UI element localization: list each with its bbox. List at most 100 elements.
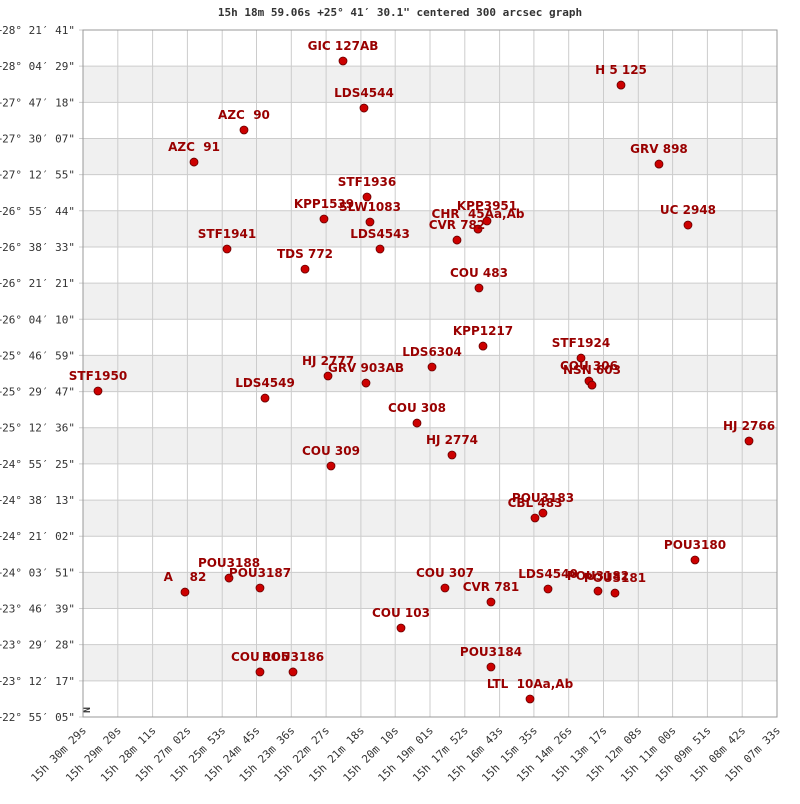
star-label: LTL 10Aa,Ab [487,677,574,691]
star-label: GIC 127AB [308,39,379,53]
chart-title: 15h 18m 59.06s +25° 41′ 30.1" centered 3… [218,6,582,19]
star-label: POU3183 [512,491,574,505]
star-point [180,587,190,597]
y-tick-label: +25° 12′ 36" [0,422,75,435]
y-tick-label: +24° 21′ 02" [0,530,75,543]
compass-label: N [82,707,93,713]
star-point [440,583,450,593]
star-label: LDS4543 [350,227,410,241]
star-point [239,125,249,135]
star-point [683,220,693,230]
star-point [538,508,548,518]
y-tick-label: +24° 03′ 51" [0,566,75,579]
star-point [690,555,700,565]
star-label: KPP1217 [453,324,513,338]
star-label: COU 306 [560,359,618,373]
star-point [412,418,422,428]
star-point [255,583,265,593]
y-tick-label: +26° 55′ 44" [0,205,75,218]
star-point [543,584,553,594]
star-point [255,667,265,677]
star-label: LDS4540 [518,567,578,581]
star-label: LDS6304 [402,345,462,359]
star-label: POU3187 [229,566,291,580]
star-point [224,573,234,583]
y-tick-label: +28° 21′ 41" [0,24,75,37]
y-tick-label: +22° 55′ 05" [0,711,75,724]
star-point [744,436,754,446]
y-tick-label: +26° 21′ 21" [0,277,75,290]
star-label: CHR 45Aa,Ab [432,207,525,221]
star-label: STF1924 [552,336,610,350]
star-label: TDS 772 [277,247,333,261]
star-point [189,157,199,167]
star-point [361,378,371,388]
y-tick-label: +26° 38′ 33" [0,241,75,254]
star-point [452,235,462,245]
star-label: COU 105 [231,650,289,664]
y-tick-label: +23° 46′ 39" [0,603,75,616]
star-label: POU3181 [584,571,646,585]
star-label: COU 103 [372,606,430,620]
plot-frame [82,29,778,718]
y-tick-label: +26° 04′ 10" [0,313,75,326]
star-label: LDS4549 [235,376,295,390]
star-point [427,362,437,372]
star-label: POU3184 [460,645,522,659]
star-label: HJ 2774 [426,433,478,447]
star-label: NSN 603 [563,363,621,377]
star-label: STF1941 [198,227,256,241]
star-label: GRV 903AB [328,361,404,375]
star-label: KPP3951 [457,199,517,213]
star-point [260,393,270,403]
star-point [319,214,329,224]
star-point [587,380,597,390]
star-label: HJ 2777 [302,354,354,368]
star-point [359,103,369,113]
star-label: POU3186 [262,650,324,664]
y-tick-label: +27° 12′ 55" [0,169,75,182]
star-label: AZC 91 [168,140,220,154]
y-tick-label: +23° 29′ 28" [0,639,75,652]
star-point [610,588,620,598]
y-tick-label: +28° 04′ 29" [0,60,75,73]
star-point [474,283,484,293]
star-label: A 82 [164,570,207,584]
star-point [616,80,626,90]
star-point [338,56,348,66]
star-label: UC 2948 [660,203,716,217]
y-tick-label: +27° 47′ 18" [0,96,75,109]
star-label: HJ 2766 [723,419,775,433]
y-tick-label: +23° 12′ 17" [0,675,75,688]
star-point [486,597,496,607]
y-tick-label: +25° 29′ 47" [0,386,75,399]
star-point [365,217,375,227]
star-label: GRV 898 [630,142,688,156]
star-point [654,159,664,169]
star-label: STF1936 [338,175,396,189]
star-point [482,216,492,226]
star-label: COU 307 [416,566,474,580]
star-point [326,461,336,471]
star-label: CVR 782 [429,218,486,232]
star-label: COU 308 [388,401,446,415]
star-point [222,244,232,254]
star-point [300,264,310,274]
star-point [530,513,540,523]
star-point [323,371,333,381]
y-tick-label: +27° 30′ 07" [0,132,75,145]
star-label: H 5 125 [595,63,647,77]
star-label: STF1950 [69,369,127,383]
star-point [576,353,586,363]
star-point [478,341,488,351]
y-tick-label: +24° 38′ 13" [0,494,75,507]
star-point [362,192,372,202]
star-label: COU 483 [450,266,508,280]
star-label: POU3180 [664,538,726,552]
star-label: LDS4544 [334,86,394,100]
star-point [288,667,298,677]
star-point [486,662,496,672]
star-label: POU3182 [567,569,629,583]
star-point [396,623,406,633]
star-point [447,450,457,460]
